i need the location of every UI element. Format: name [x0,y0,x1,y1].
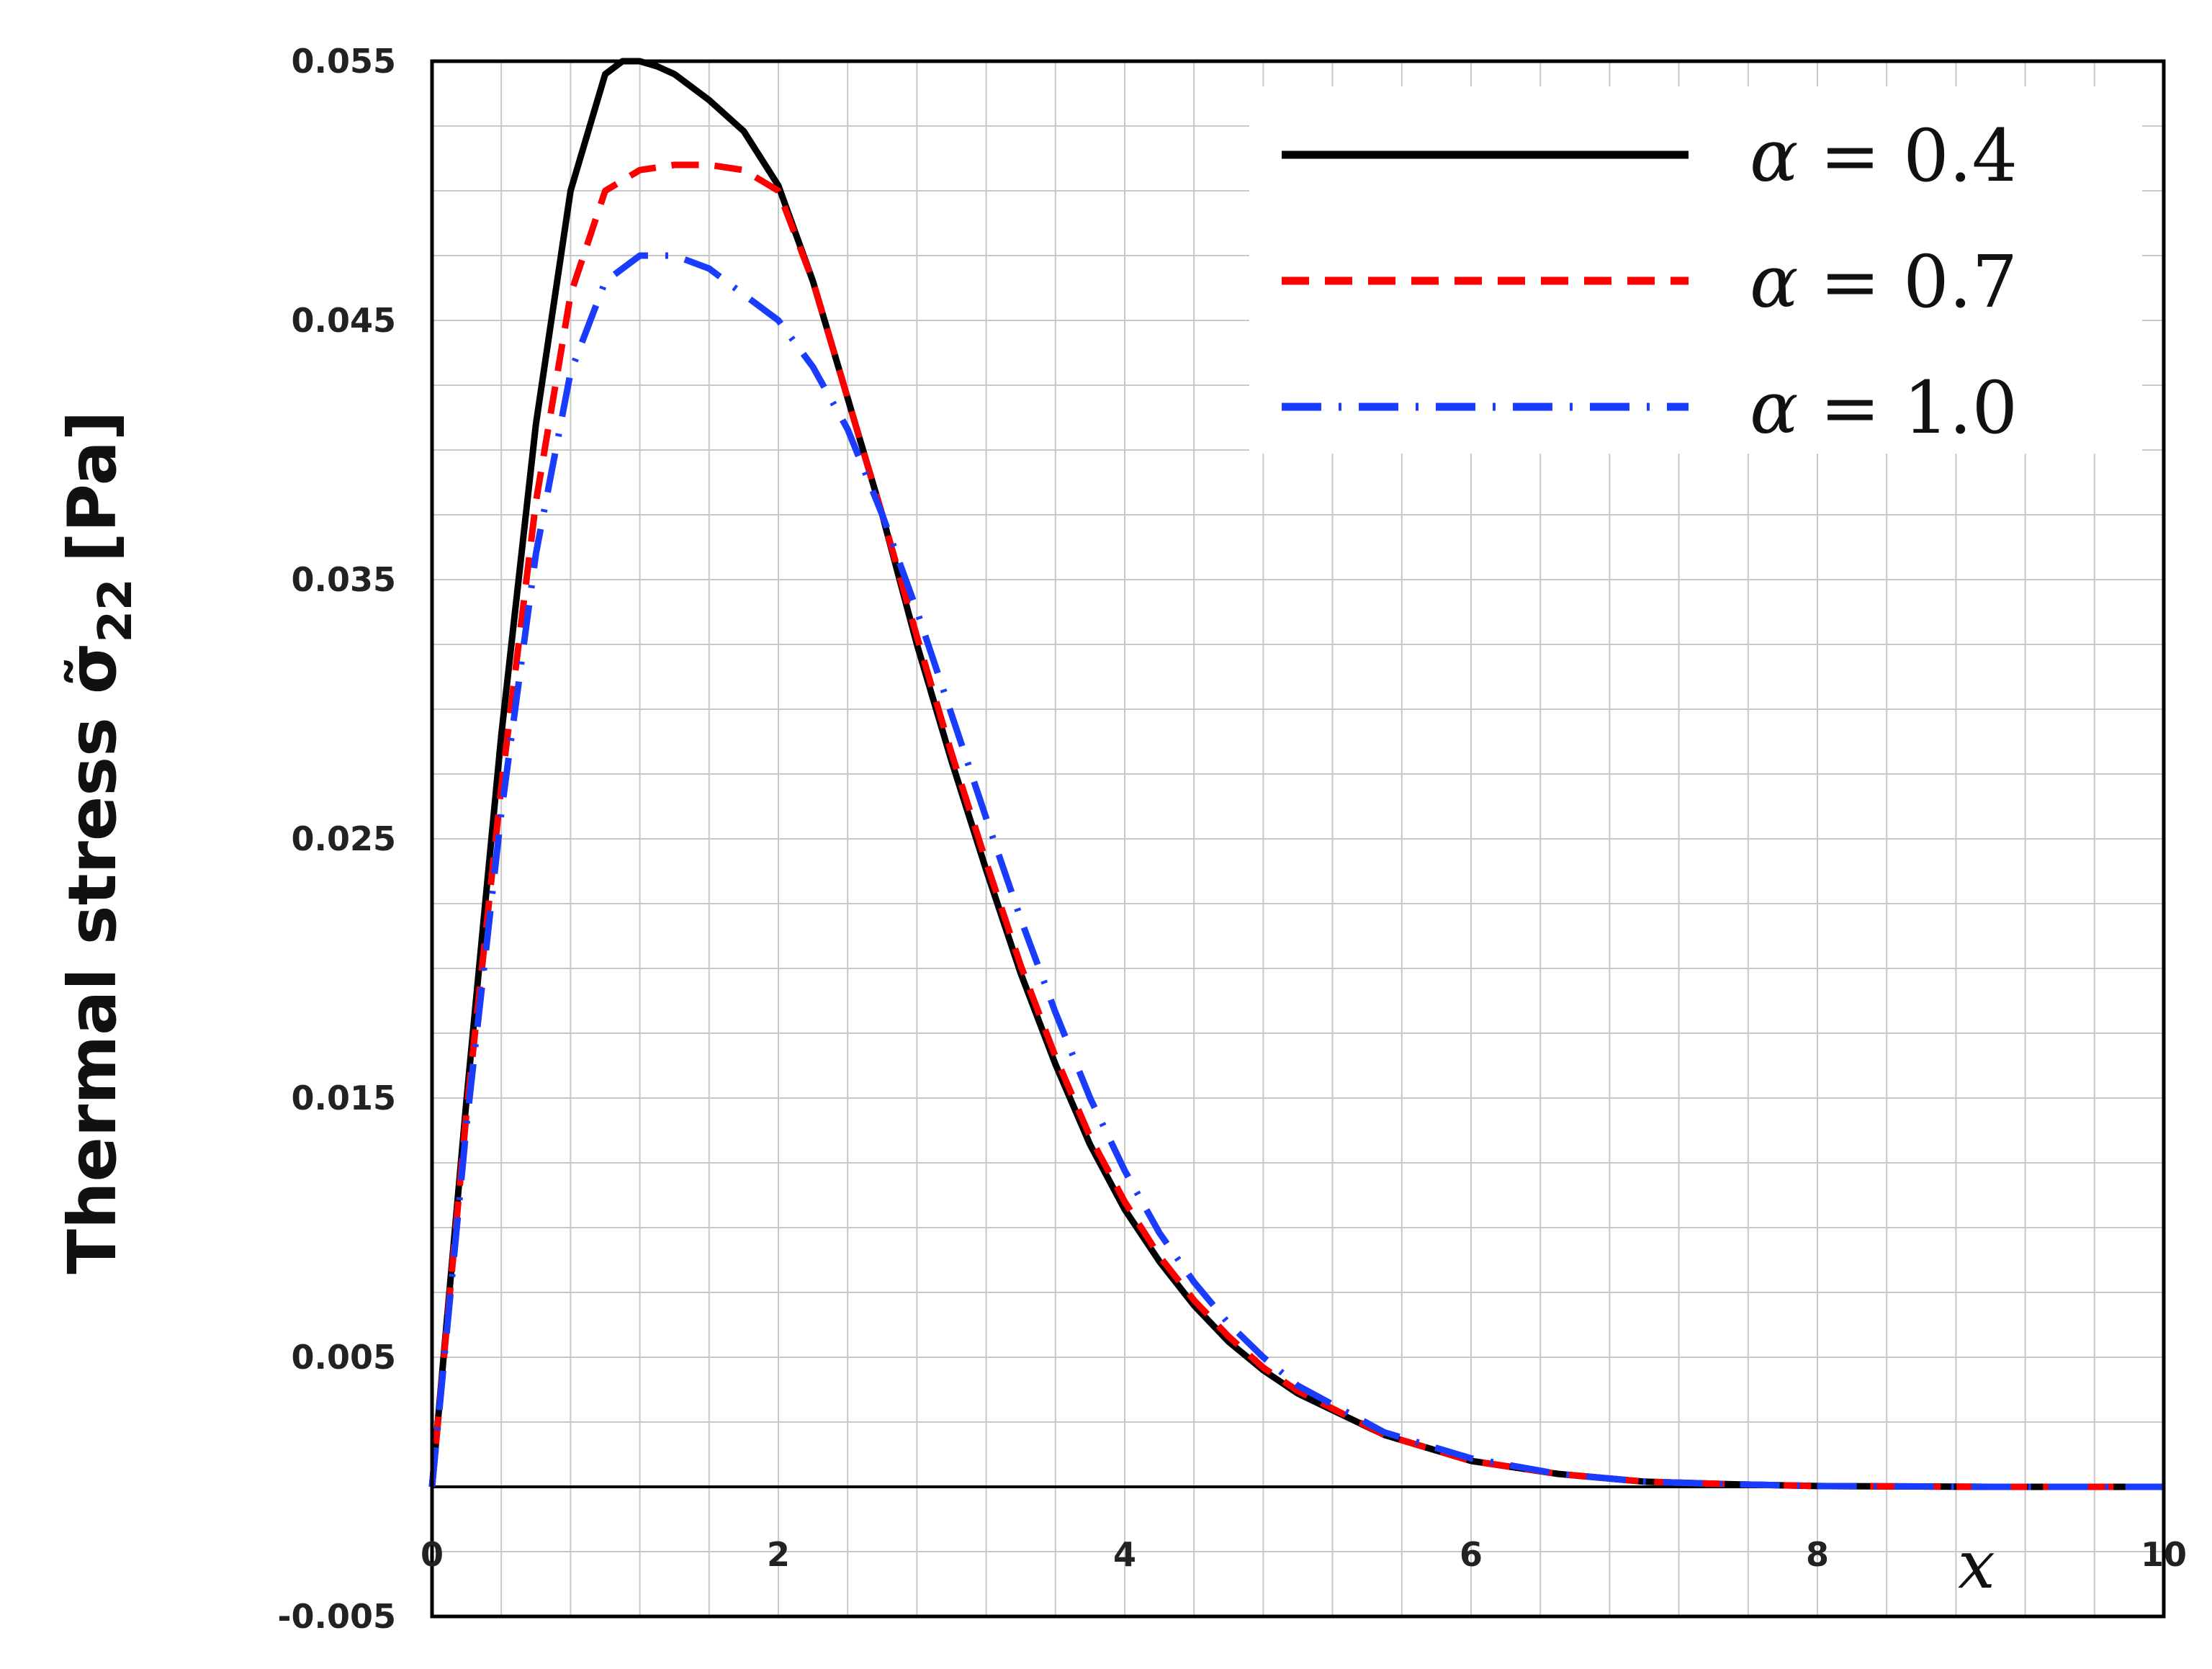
legend-label-2: α = 0.7 [1750,240,2018,324]
x-tick-label: 6 [1460,1535,1483,1574]
y-axis-label-subscript: 22 [89,578,143,642]
y-tick-label: 0.045 [291,301,396,340]
svg-text:Thermal stress σ̃22[Pa]: Thermal stress σ̃22 [Pa] [54,410,143,1274]
legend-alpha-value: = 0.7 [1820,240,2018,324]
y-axis-label: Thermal stress σ̃22 [Pa] [54,410,143,1274]
x-tick-label: 8 [1806,1535,1829,1574]
x-tick-label: 0 [421,1535,444,1574]
y-tick-label: -0.005 [277,1597,396,1636]
legend-alpha-value: = 1.0 [1820,366,2018,450]
y-tick-labels: -0.005 0.005 0.015 0.025 0.035 0.045 0.055 [277,42,396,1636]
y-axis-label-unit: [Pa] [54,410,131,562]
legend-alpha-value: = 0.4 [1820,114,2018,198]
y-tick-label: 0.015 [291,1079,396,1117]
x-tick-label: 2 [767,1535,790,1574]
legend: α = 0.4α = 0.7α = 1.0 [1249,86,2142,454]
legend-alpha-symbol: α [1750,366,1799,450]
y-tick-label: 0.055 [291,42,396,81]
y-tick-label: 0.005 [291,1338,396,1377]
series-line-3 [428,252,2164,1490]
series-line-2 [428,161,2164,1490]
y-tick-label: 0.035 [291,560,396,599]
x-axis-label: x [1958,1526,1995,1603]
legend-label-3: α = 1.0 [1750,366,2018,450]
y-axis-label-main: Thermal stress σ̃ [54,642,131,1274]
series-layer [428,58,2164,1490]
legend-background [1249,86,2142,454]
x-tick-label: 10 [2141,1535,2187,1574]
plot-frame [430,59,2166,1619]
legend-alpha-symbol: α [1750,114,1799,198]
x-tick-label: 4 [1113,1535,1136,1574]
grid-lines [431,60,2164,1617]
y-tick-label: 0.025 [291,819,396,858]
x-tick-labels: 0 2 4 6 8 10 [421,1535,2187,1574]
legend-label-1: α = 0.4 [1750,114,2018,198]
legend-alpha-symbol: α [1750,240,1799,324]
